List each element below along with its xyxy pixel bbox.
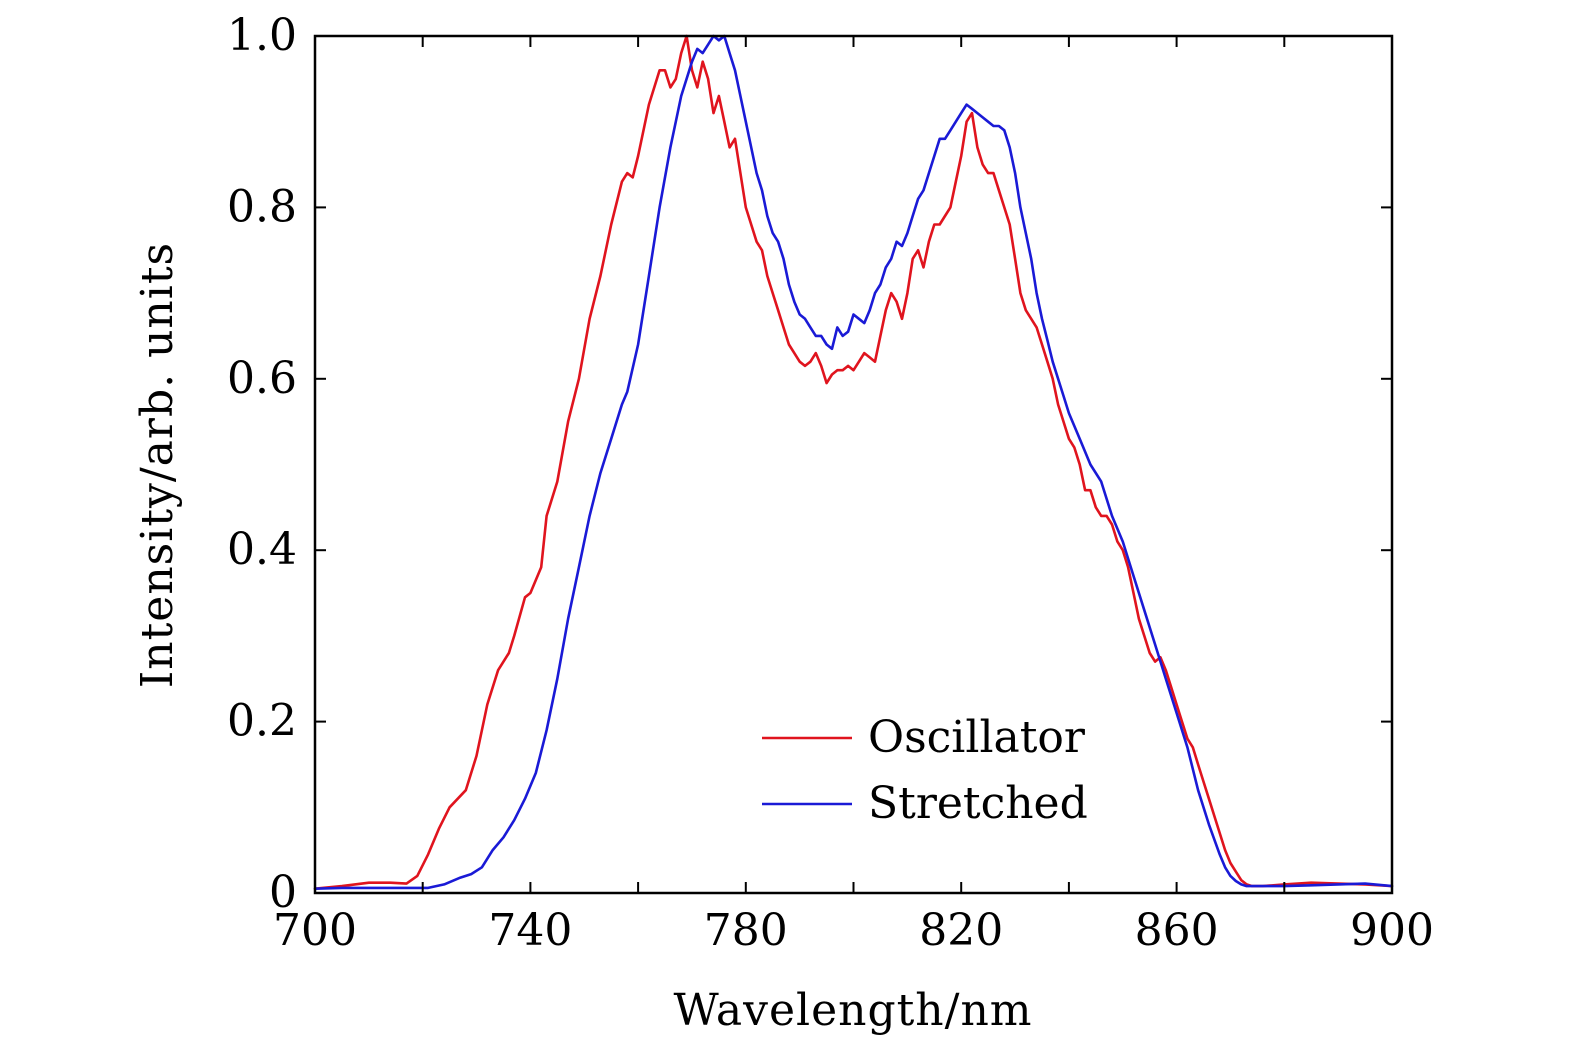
y-tick-label: 0.8 xyxy=(227,181,297,232)
x-tick-label: 700 xyxy=(273,905,357,956)
series-line-oscillator xyxy=(313,34,1394,890)
x-tick-label: 780 xyxy=(704,905,788,956)
legend-label-oscillator: Oscillator xyxy=(868,712,1086,763)
y-axis-title: Intensity/arb. units xyxy=(132,242,183,688)
x-tick-label: 860 xyxy=(1135,905,1219,956)
legend: Oscillator Stretched xyxy=(762,712,1088,829)
y-tick-label: 0.2 xyxy=(227,696,297,747)
legend-label-stretched: Stretched xyxy=(868,778,1088,829)
y-tick-label: 0.6 xyxy=(227,353,297,404)
x-tick-label: 740 xyxy=(488,905,572,956)
series-line-stretched xyxy=(313,34,1394,890)
y-tick-label: 0 xyxy=(269,867,297,918)
tick-labels-layer: 700 740 780 820 860 900 0 0.2 0.4 0.6 0.8 1.0 xyxy=(227,10,1434,956)
ticks-layer xyxy=(314,35,1393,894)
x-tick-label: 820 xyxy=(919,905,1003,956)
x-tick-label: 900 xyxy=(1350,905,1434,956)
y-tick-label: 0.4 xyxy=(227,524,297,575)
y-tick-label: 1.0 xyxy=(227,10,297,61)
series-layer xyxy=(313,34,1394,890)
x-axis-title: Wavelength/nm xyxy=(673,985,1032,1036)
